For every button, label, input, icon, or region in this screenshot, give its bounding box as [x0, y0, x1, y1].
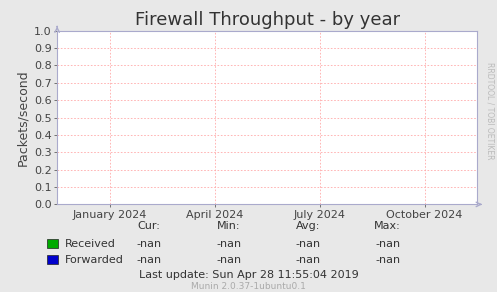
- Text: Max:: Max:: [374, 221, 401, 231]
- Text: Cur:: Cur:: [138, 221, 161, 231]
- Text: Munin 2.0.37-1ubuntu0.1: Munin 2.0.37-1ubuntu0.1: [191, 282, 306, 291]
- Text: Last update: Sun Apr 28 11:55:04 2019: Last update: Sun Apr 28 11:55:04 2019: [139, 270, 358, 280]
- Text: -nan: -nan: [137, 255, 162, 265]
- Title: Firewall Throughput - by year: Firewall Throughput - by year: [135, 11, 400, 29]
- Text: -nan: -nan: [375, 255, 400, 265]
- Text: Forwarded: Forwarded: [65, 255, 123, 265]
- Text: -nan: -nan: [296, 255, 321, 265]
- Text: Avg:: Avg:: [296, 221, 321, 231]
- Text: -nan: -nan: [375, 239, 400, 249]
- Text: -nan: -nan: [216, 255, 241, 265]
- Text: Min:: Min:: [217, 221, 241, 231]
- Text: RRDTOOL / TOBI OETIKER: RRDTOOL / TOBI OETIKER: [486, 62, 495, 160]
- Text: -nan: -nan: [296, 239, 321, 249]
- Text: -nan: -nan: [216, 239, 241, 249]
- Text: Received: Received: [65, 239, 115, 249]
- Y-axis label: Packets/second: Packets/second: [17, 69, 30, 166]
- Text: -nan: -nan: [137, 239, 162, 249]
